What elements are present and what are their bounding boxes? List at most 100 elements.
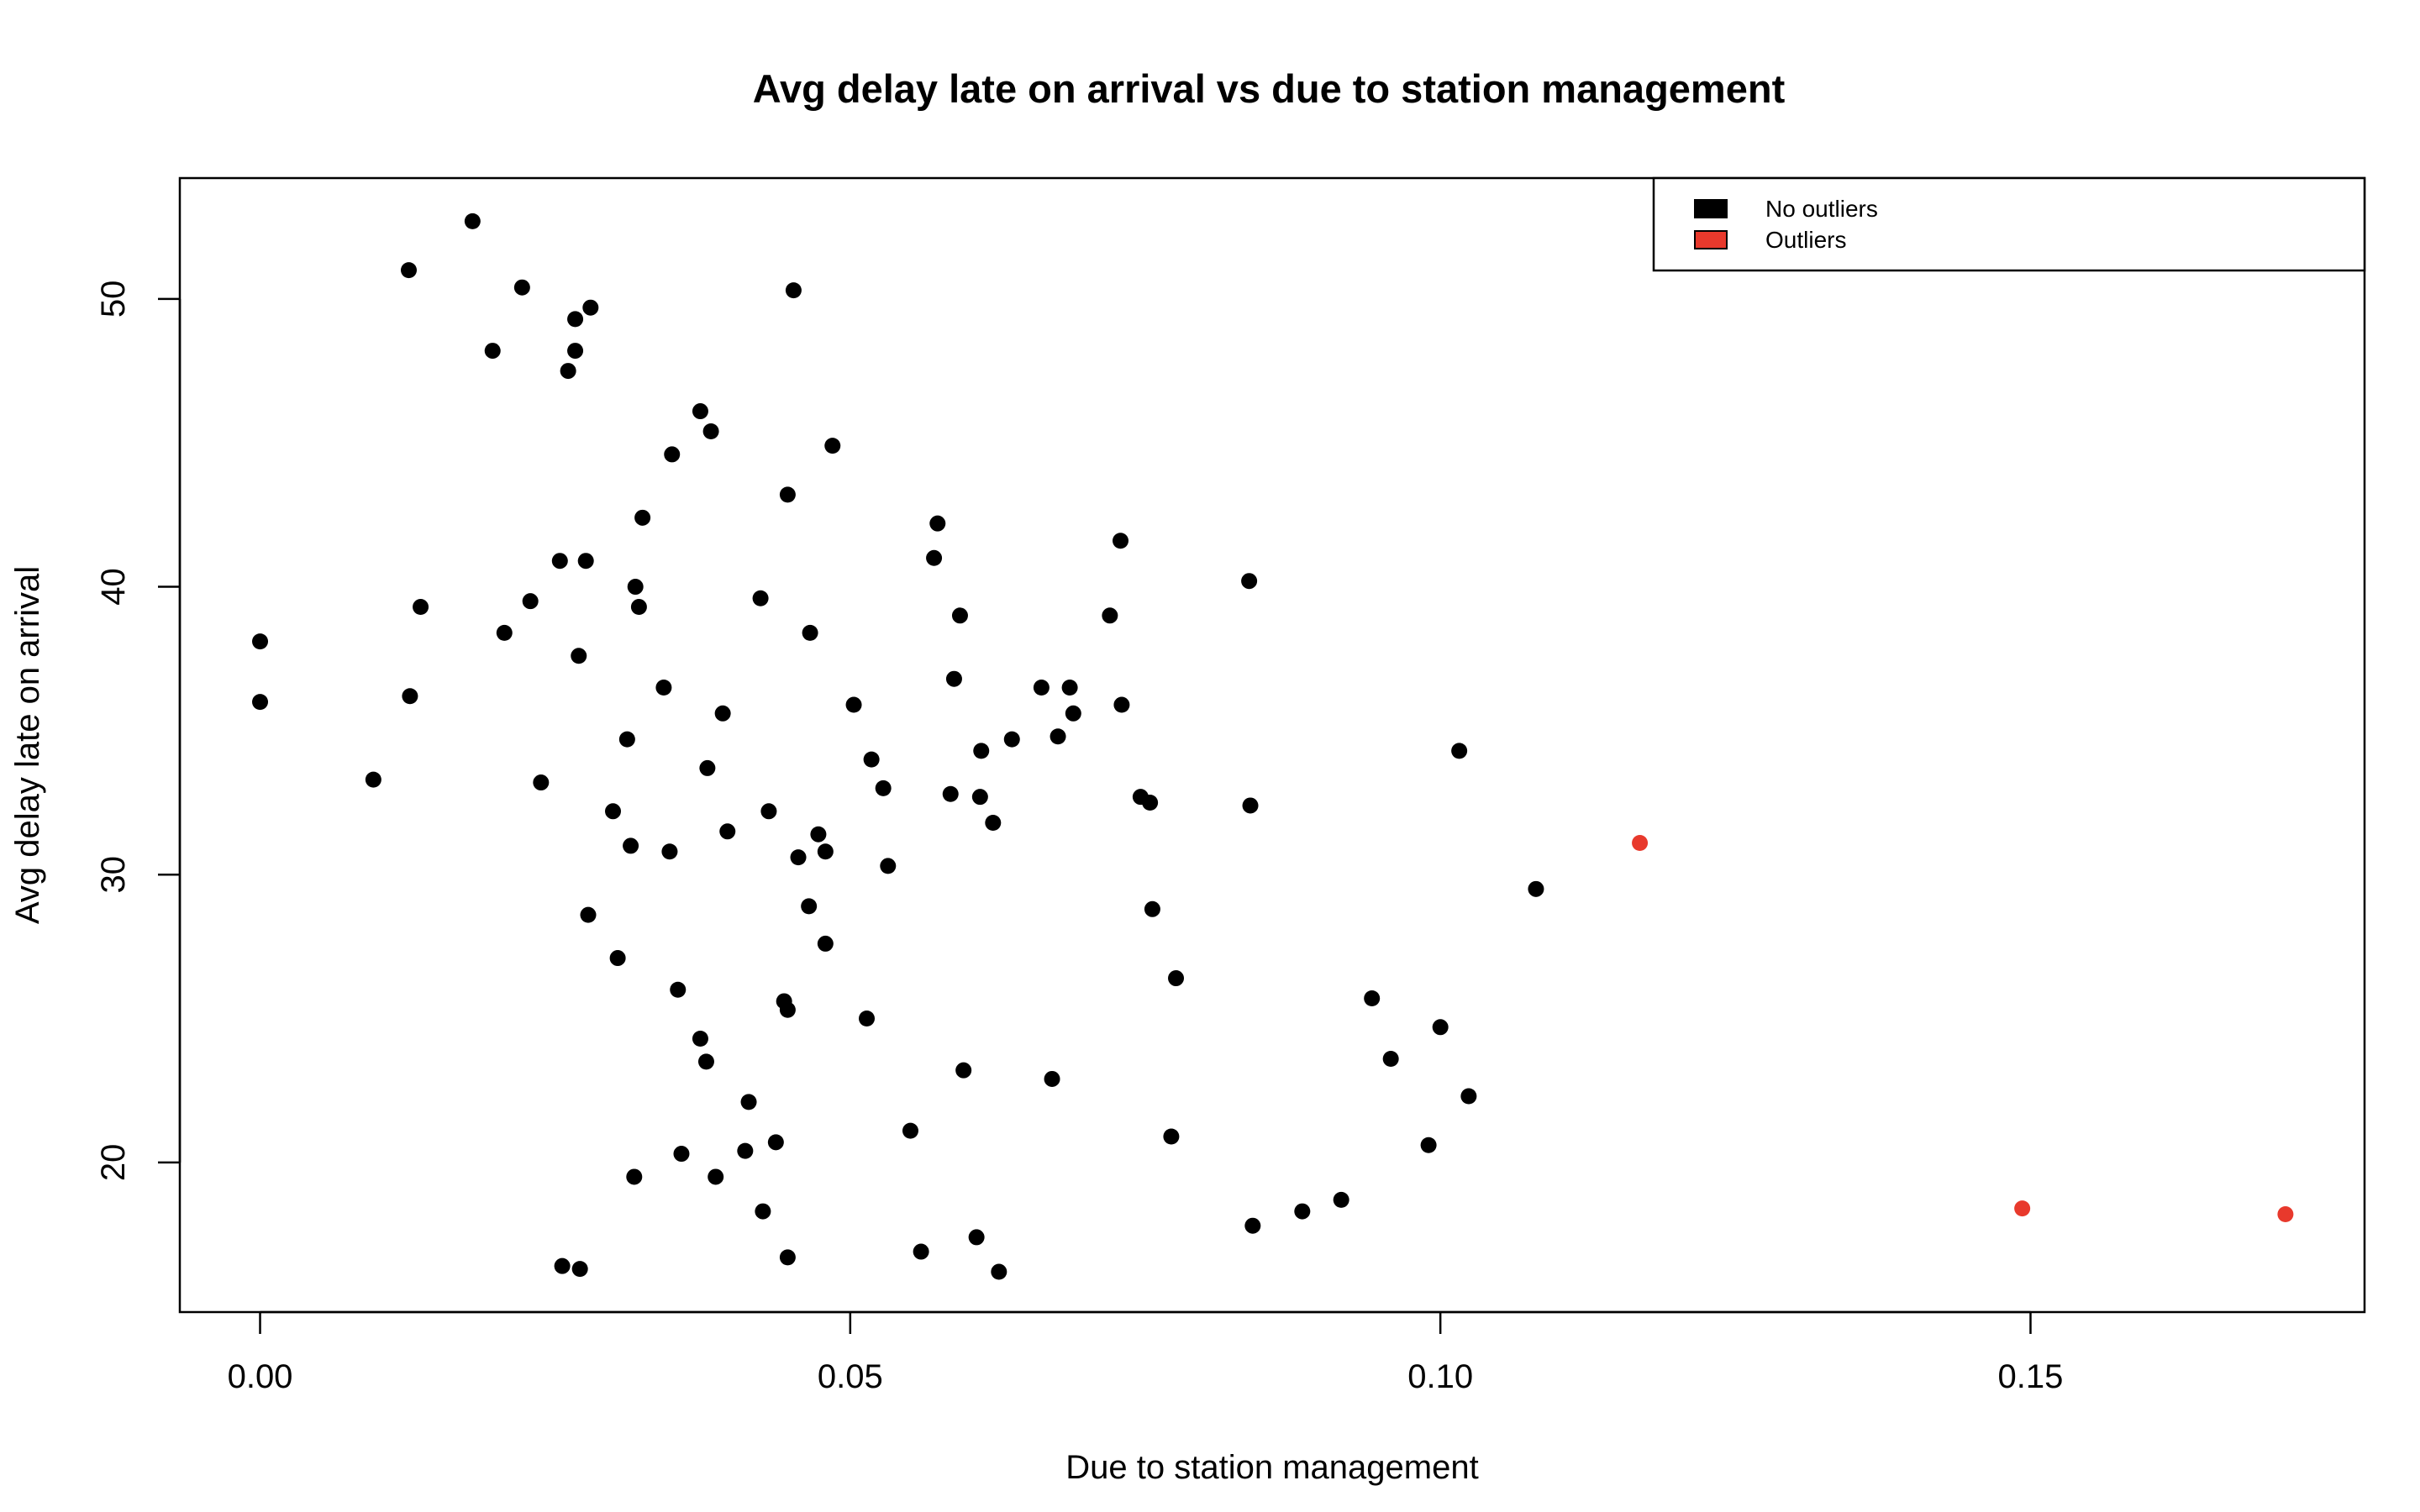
data-point (845, 696, 862, 713)
y-tick-label: 30 (95, 856, 132, 894)
y-tick-label: 50 (95, 281, 132, 318)
data-point (702, 423, 719, 440)
data-point (609, 950, 626, 967)
data-point (2277, 1206, 2294, 1223)
data-point (802, 624, 818, 641)
data-point (942, 785, 959, 802)
data-point (2014, 1200, 2031, 1217)
data-point (464, 213, 481, 229)
data-point (1033, 679, 1050, 696)
data-point (779, 486, 796, 503)
data-point (567, 311, 584, 328)
data-point (673, 1146, 690, 1163)
data-point (484, 343, 501, 360)
data-point (692, 1030, 708, 1047)
data-point (1065, 705, 1081, 722)
y-tick-label: 20 (95, 1144, 132, 1182)
data-point (968, 1229, 985, 1246)
data-point (605, 803, 622, 820)
data-point (699, 759, 716, 776)
data-point (627, 579, 644, 596)
data-point (1003, 731, 1020, 748)
data-point (767, 1134, 784, 1151)
data-point (863, 751, 880, 768)
series-no-outliers (252, 213, 1544, 1280)
data-point (1432, 1019, 1449, 1036)
data-point (630, 599, 647, 616)
legend-items: No outliers Outliers (1694, 196, 1878, 253)
data-point (902, 1122, 918, 1139)
legend-box (1652, 176, 2366, 272)
chart-title: Avg delay late on arrival vs due to stat… (753, 66, 1786, 111)
data-point (1113, 696, 1130, 713)
data-point (692, 403, 708, 420)
data-point (401, 262, 418, 279)
data-point (1460, 1088, 1477, 1105)
data-point (1102, 607, 1118, 624)
data-point (880, 858, 897, 874)
data-point (824, 438, 841, 454)
data-point (955, 1062, 972, 1079)
data-point (661, 843, 678, 860)
legend: No outliers Outliers (1652, 176, 2366, 272)
data-point (1168, 970, 1185, 987)
data-point (252, 633, 269, 650)
data-point (522, 593, 539, 610)
x-axis-label: Due to station management (1065, 1449, 1478, 1486)
data-point (551, 553, 568, 570)
x-tick-label: 0.05 (818, 1358, 883, 1395)
legend-label: No outliers (1765, 196, 1878, 222)
data-point (991, 1263, 1007, 1280)
data-point (737, 1142, 754, 1159)
x-tick-label: 0.10 (1407, 1358, 1473, 1395)
data-point (929, 515, 946, 532)
data-point (1050, 728, 1066, 745)
series-outliers (1632, 834, 2294, 1223)
data-point (859, 1011, 876, 1027)
data-point (655, 679, 672, 696)
legend-swatch (1694, 199, 1728, 218)
data-point (1333, 1191, 1349, 1208)
y-axis: 20 30 40 50 (95, 281, 182, 1182)
data-point (1420, 1137, 1437, 1153)
data-point (554, 1257, 571, 1274)
data-points (252, 213, 2294, 1280)
data-point (817, 843, 834, 860)
data-point (801, 898, 818, 915)
data-point (1144, 900, 1160, 917)
data-point (740, 1094, 757, 1110)
data-point (664, 446, 681, 463)
data-point (719, 823, 736, 840)
data-point (626, 1168, 643, 1185)
data-point (1632, 834, 1649, 851)
data-point (252, 694, 269, 711)
data-point (708, 1168, 724, 1185)
data-point (1382, 1050, 1399, 1067)
data-point (571, 648, 587, 664)
data-point (760, 803, 777, 820)
data-point (697, 1053, 714, 1070)
data-point (402, 688, 418, 705)
data-point (1451, 743, 1468, 759)
data-point (365, 771, 381, 788)
data-point (571, 1261, 588, 1278)
data-point (785, 282, 802, 299)
data-point (951, 607, 968, 624)
data-point (817, 935, 834, 952)
data-point (496, 624, 513, 641)
data-point (1044, 1070, 1060, 1087)
data-point (670, 981, 687, 998)
data-point (1113, 533, 1129, 549)
data-point (1242, 797, 1259, 814)
data-point (971, 789, 988, 806)
x-tick-label: 0.15 (1998, 1358, 2064, 1395)
y-axis-label: Avg delay late on arrival (9, 566, 46, 924)
data-point (779, 1001, 796, 1018)
data-point (913, 1243, 929, 1260)
data-point (533, 774, 550, 791)
data-point (945, 670, 962, 687)
data-point (1364, 990, 1381, 1007)
data-point (623, 837, 639, 854)
data-point (790, 849, 807, 866)
data-point (779, 1249, 796, 1266)
